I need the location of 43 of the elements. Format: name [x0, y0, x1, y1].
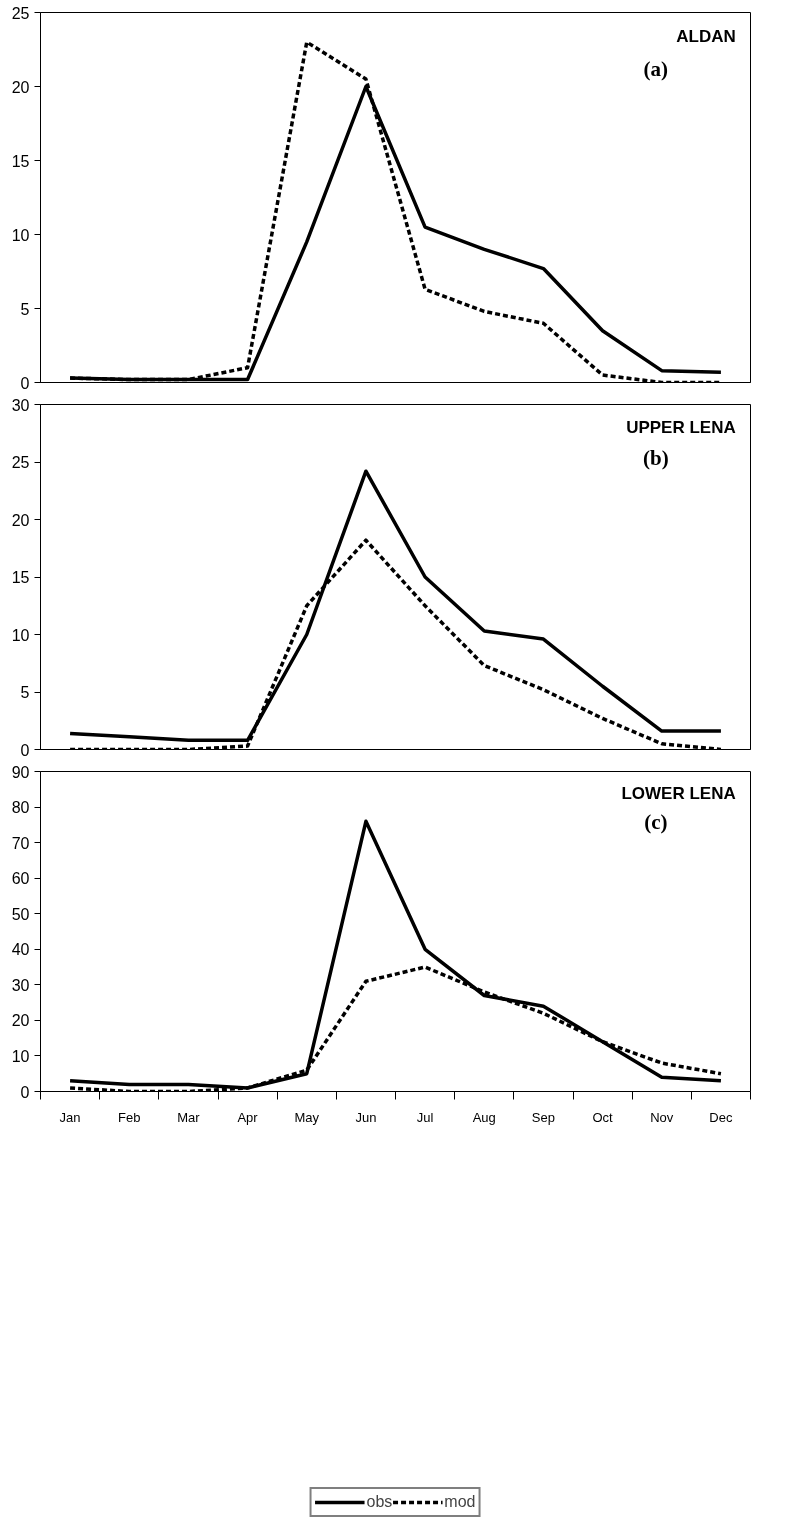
y-tick-label: 20: [11, 78, 30, 96]
x-tick-label: Dec: [709, 1109, 733, 1125]
y-tick-label: 10: [11, 1047, 30, 1065]
y-tick-label: 0: [20, 1083, 30, 1101]
x-tick-label: Jan: [59, 1109, 81, 1125]
y-tick-label: 30: [11, 976, 30, 994]
x-tick-label: Feb: [118, 1109, 141, 1125]
annotation: ALDAN: [676, 27, 736, 47]
annotation: (a): [643, 56, 669, 81]
x-tick-label: Oct: [592, 1109, 614, 1125]
y-tick-label: 0: [20, 741, 30, 759]
x-tick-label: Jun: [355, 1109, 377, 1125]
y-tick-label: 30: [11, 396, 30, 414]
annotation: UPPER LENA: [626, 418, 736, 438]
y-tick-label: 0: [20, 374, 30, 392]
legend-label: mod: [444, 1493, 476, 1511]
y-tick-label: 10: [11, 226, 30, 244]
x-tick-label: May: [294, 1109, 320, 1125]
x-tick-label: Apr: [237, 1109, 259, 1125]
x-tick-label: Sep: [531, 1109, 555, 1125]
y-tick-label: 80: [11, 799, 30, 817]
y-tick-label: 10: [11, 626, 30, 644]
x-tick-label: Nov: [650, 1109, 674, 1125]
y-tick-label: 25: [11, 4, 30, 22]
y-tick-label: 5: [20, 684, 30, 701]
y-tick-label: 20: [11, 511, 30, 529]
y-tick-label: 60: [11, 870, 30, 888]
y-tick-label: 15: [11, 152, 30, 170]
y-tick-label: 25: [11, 454, 30, 471]
y-tick-label: 40: [11, 941, 30, 959]
y-tick-label: 90: [11, 763, 30, 781]
x-tick-label: Mar: [177, 1109, 201, 1125]
y-tick-label: 15: [11, 569, 30, 586]
annotation: LOWER LENA: [621, 784, 736, 804]
y-tick-label: 50: [11, 905, 30, 923]
y-tick-label: 70: [11, 834, 30, 852]
x-tick-label: Aug: [472, 1109, 496, 1125]
legend-label: obs: [366, 1493, 393, 1511]
x-tick-label: Jul: [416, 1109, 434, 1125]
annotation: (b): [643, 445, 669, 470]
y-tick-label: 5: [20, 300, 30, 318]
annotation: (c): [644, 809, 668, 834]
y-tick-label: 20: [11, 1012, 30, 1030]
